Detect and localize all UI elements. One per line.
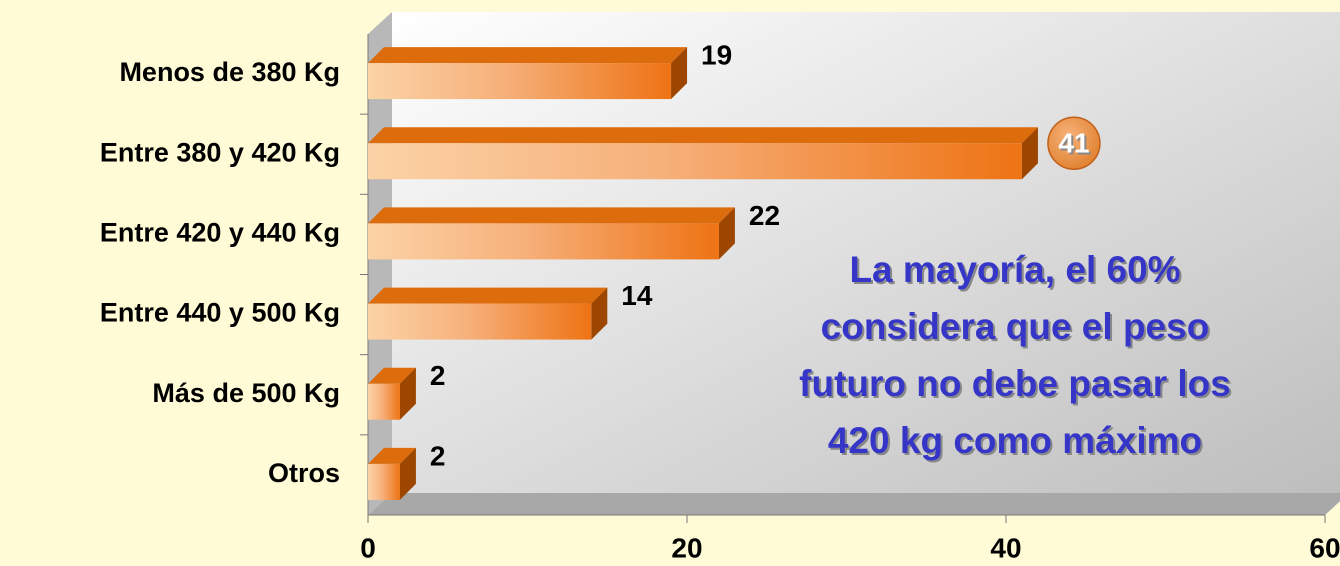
y-tick-label: Menos de 380 Kg: [119, 57, 340, 87]
x-tick-label: 40: [990, 532, 1021, 563]
bar-end: [399, 367, 416, 420]
bar-front: [368, 143, 1022, 180]
bar-front: [368, 383, 400, 420]
bar-top: [368, 207, 735, 224]
value-label: 2: [430, 360, 446, 391]
x-tick-label: 60: [1309, 532, 1340, 563]
bar-end: [671, 47, 688, 100]
y-tick-label: Entre 440 y 500 Kg: [100, 298, 340, 328]
bar-end: [591, 287, 608, 340]
y-tick-label: Otros: [268, 458, 340, 488]
annotation: futuro no debe pasar los: [799, 363, 1231, 404]
y-tick-label: Entre 380 y 420 Kg: [100, 137, 340, 167]
x-tick-label: 20: [671, 532, 702, 563]
annotation: 420 kg como máximo: [828, 420, 1202, 461]
bar-end: [399, 447, 416, 500]
value-highlight: [1047, 116, 1101, 170]
annotation: considera que el peso: [821, 306, 1210, 347]
bar-front: [368, 463, 400, 500]
bar-top: [368, 47, 688, 64]
y-tick-label: Entre 420 y 440 Kg: [100, 218, 340, 248]
bar-top: [368, 447, 416, 464]
bar: [368, 367, 416, 420]
bar: [368, 127, 1038, 180]
value-label: 22: [749, 200, 780, 231]
bar: [368, 287, 608, 340]
bar-front: [368, 303, 592, 340]
y-tick-label: Más de 500 Kg: [152, 378, 340, 408]
annotation: La mayoría, el 60%: [849, 249, 1180, 290]
bar-end: [718, 207, 735, 260]
bar: [368, 447, 416, 500]
bar-top: [368, 367, 416, 384]
value-label: 41: [1058, 128, 1089, 159]
value-label: 19: [701, 39, 732, 70]
bar-top: [368, 127, 1038, 144]
bar-top: [368, 287, 608, 304]
value-label: 14: [621, 280, 653, 311]
bar-front: [368, 63, 672, 100]
value-label: 2: [430, 440, 446, 471]
bar-end: [1021, 127, 1038, 180]
x-tick-label: 0: [360, 532, 376, 563]
bar: [368, 207, 735, 260]
bar: [368, 47, 688, 100]
bar-front: [368, 223, 719, 260]
